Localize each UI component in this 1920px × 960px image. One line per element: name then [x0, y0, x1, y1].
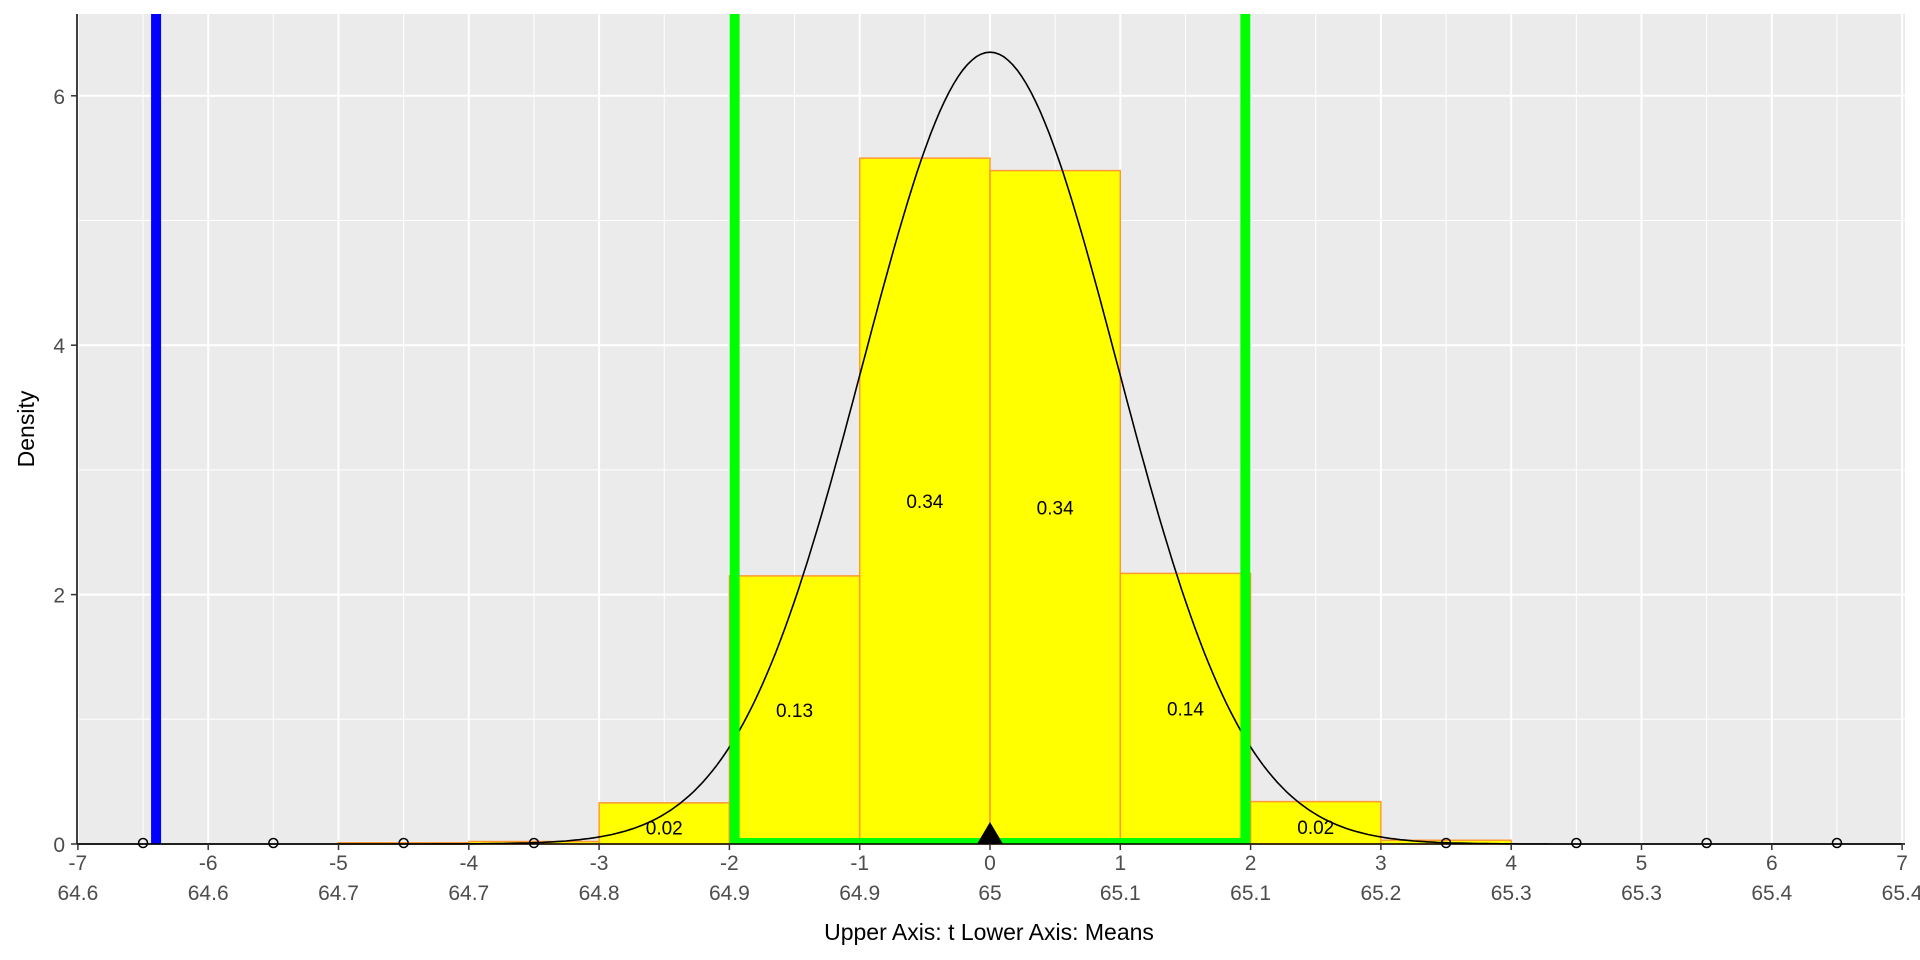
- axes: -764.6-664.6-564.7-464.7-364.8-264.9-164…: [53, 14, 1920, 905]
- x-tick-label-upper: -6: [199, 852, 218, 875]
- x-tick-label-upper: -5: [329, 852, 348, 875]
- x-tick-label-upper: 3: [1375, 852, 1387, 875]
- reference-point: [137, 837, 149, 849]
- y-tick-label: 0: [53, 834, 65, 857]
- bar-label: 0.13: [776, 701, 813, 722]
- reference-point: [1701, 837, 1712, 849]
- x-tick-label-upper: 2: [1245, 852, 1257, 875]
- x-axis-title: Upper Axis: t Lower Axis: Means: [824, 919, 1154, 945]
- x-tick-label-upper: 5: [1636, 852, 1648, 875]
- x-tick-label-upper: -4: [459, 852, 478, 875]
- reference-point: [1440, 837, 1452, 849]
- histogram-bar: [989, 169, 1122, 845]
- y-axis-title: Density: [13, 390, 39, 467]
- x-tick-label-upper: 6: [1766, 852, 1778, 875]
- bar-label: 0.34: [1037, 498, 1074, 519]
- x-tick-label-upper: 1: [1114, 852, 1126, 875]
- x-tick-label-lower: 64.6: [57, 882, 98, 905]
- x-tick-label-upper: -7: [69, 852, 88, 875]
- x-tick-label-lower: 64.9: [839, 882, 880, 905]
- reference-point: [268, 837, 279, 849]
- x-tick-label-upper: 7: [1896, 852, 1908, 875]
- bar-proportion-labels: 0.02 0.13 0.34 0.34 0.14 0.02: [646, 492, 1334, 839]
- bar-label: 0.02: [1297, 818, 1334, 839]
- x-tick-label-lower: 65.1: [1100, 882, 1141, 905]
- x-tick-label-lower: 65.3: [1621, 882, 1662, 905]
- reference-point: [528, 837, 540, 849]
- bar-label: 0.34: [906, 492, 943, 513]
- y-tick-label: 2: [53, 585, 65, 608]
- x-tick-label-upper: 0: [984, 852, 996, 875]
- x-tick-label-lower: 64.8: [579, 882, 620, 905]
- x-tick-label-lower: 65.3: [1491, 882, 1532, 905]
- x-tick-label-lower: 64.7: [448, 882, 489, 905]
- x-tick-label-upper: -1: [850, 852, 869, 875]
- reference-point: [398, 837, 409, 849]
- x-tick-label-lower: 65.4: [1751, 882, 1792, 905]
- reference-point: [1831, 837, 1843, 849]
- bar-label: 0.14: [1167, 700, 1204, 721]
- x-tick-label-lower: 65.4: [1882, 882, 1920, 905]
- x-tick-label-lower: 64.6: [188, 882, 229, 905]
- y-tick-label: 4: [53, 335, 65, 358]
- x-tick-label-lower: 65: [978, 882, 1001, 905]
- histogram-bars: [337, 157, 1512, 845]
- y-tick-label: 6: [53, 86, 65, 109]
- x-tick-label-upper: -2: [720, 852, 739, 875]
- reference-lines: [151, 14, 1251, 844]
- x-tick-label-upper: -3: [590, 852, 609, 875]
- reference-point: [1571, 837, 1582, 849]
- reference-points: [137, 822, 1843, 849]
- x-tick-label-lower: 65.2: [1360, 882, 1401, 905]
- x-tick-label-lower: 65.1: [1230, 882, 1271, 905]
- x-tick-label-lower: 64.7: [318, 882, 359, 905]
- mean-marker: [977, 822, 1003, 844]
- bar-label: 0.02: [646, 819, 683, 840]
- x-tick-label-lower: 64.9: [709, 882, 750, 905]
- x-tick-label-upper: 4: [1505, 852, 1517, 875]
- histogram-bar: [858, 157, 991, 845]
